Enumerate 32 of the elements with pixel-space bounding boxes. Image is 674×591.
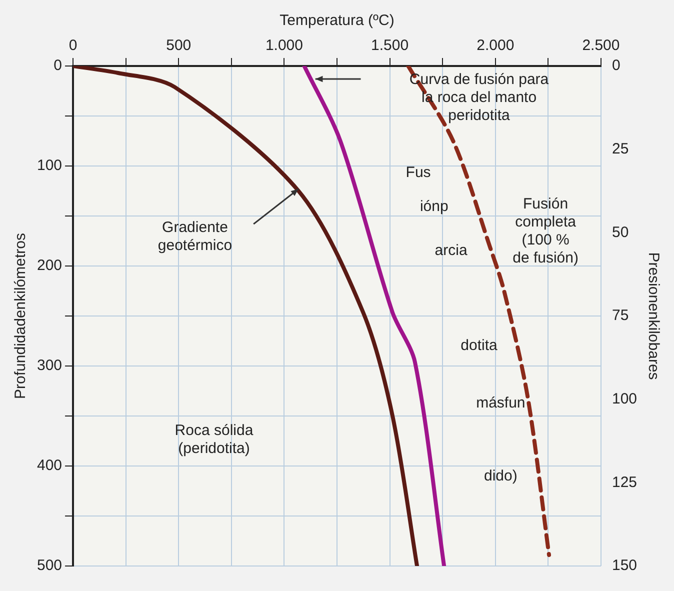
y-axis-title: Profundidadenkilómetros	[12, 233, 30, 399]
y-tick-label: 500	[36, 557, 62, 574]
x-tick-label: 500	[166, 37, 192, 54]
y2-tick-label: 75	[612, 307, 629, 324]
annotation: Fus	[406, 164, 431, 182]
x-axis-title: Temperatura (ºC)	[280, 12, 394, 30]
y-tick-label: 0	[54, 57, 62, 74]
x-tick-label: 1.000	[265, 37, 303, 54]
annotation: másfun	[476, 394, 526, 412]
annotation: Gradiente geotérmico	[158, 219, 232, 254]
y2-axis-title: Presionenkilobares	[644, 252, 662, 380]
y-tick-label: 400	[36, 457, 62, 474]
y-tick-label: 200	[36, 257, 62, 274]
y2-tick-label: 100	[612, 390, 638, 408]
annotation: arcia	[434, 242, 468, 260]
y-tick-label: 300	[36, 357, 62, 374]
annotation: Roca sólida (peridotita)	[174, 422, 254, 458]
x-tick-label: 0	[68, 37, 78, 54]
x-tick-label: 2.000	[476, 37, 514, 54]
annotation: dotita	[460, 337, 498, 354]
annotation: dido)	[484, 468, 518, 485]
annotation: iónp	[420, 198, 448, 216]
x-tick-label: 2.500	[582, 37, 620, 54]
y-tick-label: 100	[36, 157, 62, 174]
y2-tick-label: 50	[612, 224, 629, 241]
y2-tick-label: 0	[612, 57, 620, 74]
annotation: Curva de fusión para la roca del manto peridotita	[409, 71, 550, 124]
x-tick-label: 1.500	[371, 37, 409, 54]
y2-tick-label: 25	[612, 140, 629, 158]
annotation: Fusión completa (100 % de fusión)	[512, 196, 578, 267]
y2-tick-label: 150	[612, 557, 638, 574]
y2-tick-label: 125	[612, 474, 638, 491]
